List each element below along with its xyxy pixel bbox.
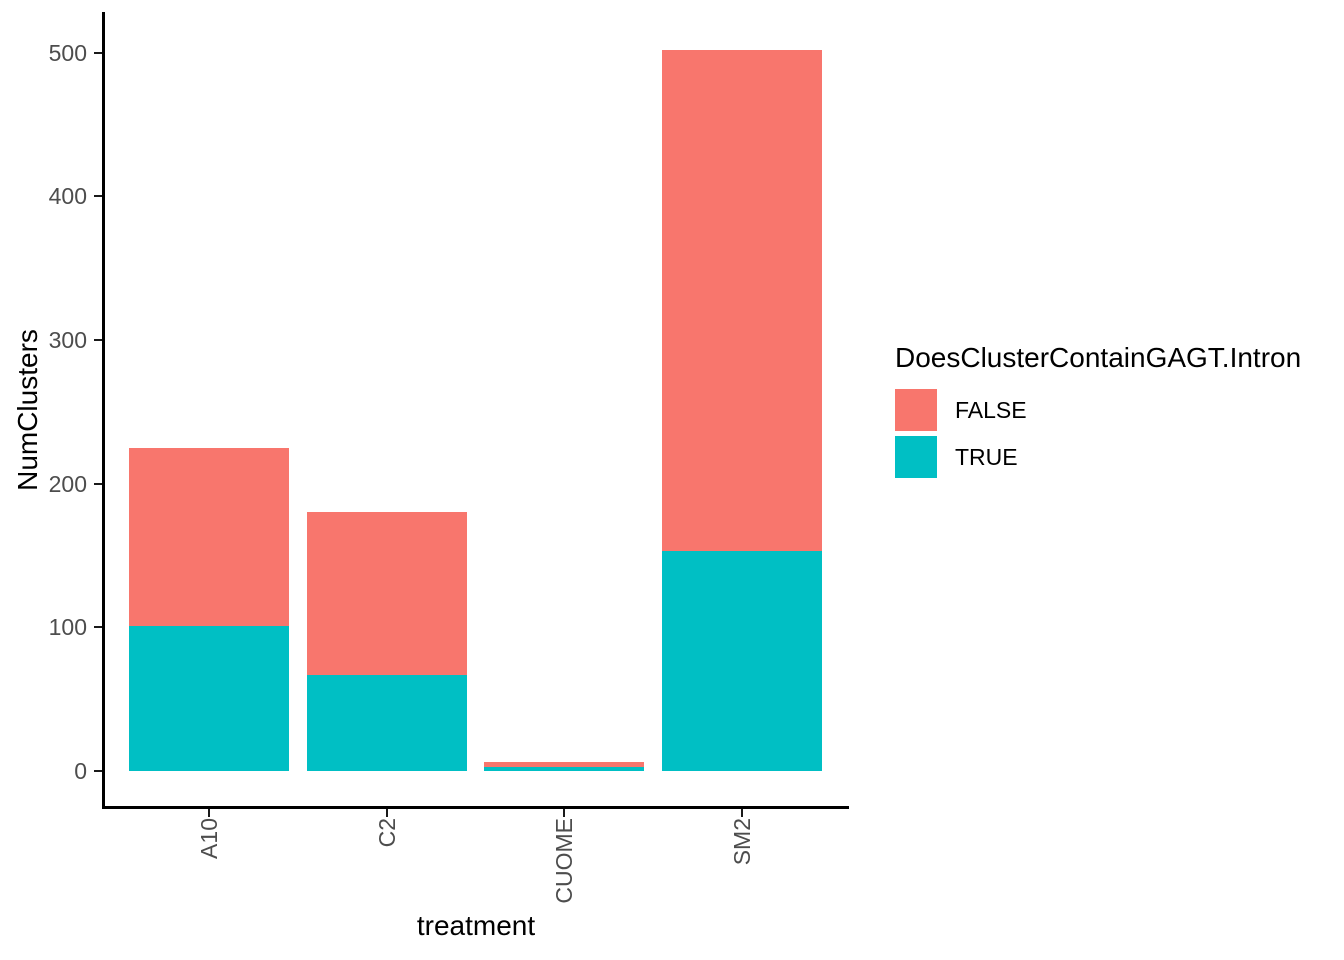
x-tick-mark-cuome: [563, 809, 566, 817]
x-tick-mark-c2: [385, 809, 388, 817]
bar-segment-sm2-false: [662, 49, 823, 552]
x-tick-mark-sm2: [741, 809, 744, 817]
legend-label-true: TRUE: [955, 443, 1018, 470]
y-tick-mark-500: [94, 51, 102, 54]
bar-segment-c2-true: [306, 674, 467, 771]
bar-segment-c2-false: [306, 512, 467, 675]
x-tick-mark-a10: [207, 809, 210, 817]
x-tick-label-cuome: CUOME: [551, 818, 578, 904]
bar-segment-sm2-true: [662, 551, 823, 771]
y-axis-title: NumClusters: [12, 329, 43, 491]
y-tick-label-100: 100: [48, 614, 87, 641]
y-tick-label-300: 300: [48, 326, 87, 353]
x-tick-label-sm2: SM2: [729, 818, 756, 866]
legend-label-false: FALSE: [955, 396, 1027, 423]
y-tick-mark-200: [94, 482, 102, 485]
y-tick-label-400: 400: [48, 183, 87, 210]
y-tick-label-0: 0: [74, 758, 87, 784]
y-tick-mark-0: [94, 770, 102, 772]
legend-key-true-swatch: [895, 436, 937, 478]
bar-segment-a10-true: [128, 625, 289, 771]
y-tick-label-200: 200: [48, 470, 87, 497]
x-axis-title: treatment: [416, 910, 536, 941]
x-tick-label-a10: A10: [195, 818, 222, 859]
y-tick-label-500: 500: [48, 39, 87, 66]
legend-key-false-swatch: [895, 389, 937, 431]
legend-title: DoesClusterContainGAGT.Intron: [895, 342, 1302, 373]
x-tick-label-c2: C2: [373, 818, 400, 848]
y-tick-mark-100: [94, 626, 102, 629]
legend: DoesClusterContainGAGT.Intron FALSE TRUE: [895, 341, 1301, 483]
legend-entry-false: FALSE: [895, 389, 1301, 431]
y-tick-mark-300: [94, 338, 102, 341]
y-tick-mark-400: [94, 195, 102, 198]
plot-panel: [102, 12, 849, 809]
legend-entry-true: TRUE: [895, 436, 1301, 478]
bar-segment-cuome-false: [484, 762, 645, 767]
bar-segment-a10-false: [128, 447, 289, 626]
bar-segment-cuome-true: [484, 766, 645, 771]
